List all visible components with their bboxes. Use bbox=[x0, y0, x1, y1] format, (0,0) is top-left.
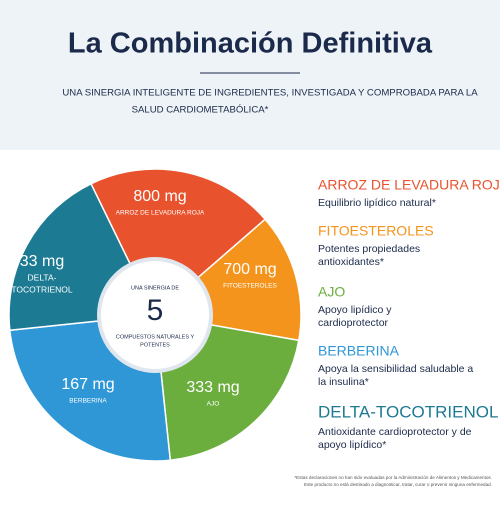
legend: ARROZ DE LEVADURA ROJA Equilibrio lipídic… bbox=[318, 177, 500, 451]
segment-amount: 333 mg bbox=[186, 379, 239, 396]
segment-name: FITOESTEROLES bbox=[223, 283, 277, 290]
segment-name: DELTA- bbox=[28, 272, 57, 282]
segment-amount: 800 mg bbox=[133, 188, 186, 205]
segment-amount: 33 mg bbox=[20, 253, 64, 270]
segment-amount: 700 mg bbox=[223, 261, 276, 278]
wheel-segment bbox=[89, 168, 267, 317]
segment-name: BERBERINA bbox=[69, 398, 107, 405]
center-top: UNA SINERGIA DE bbox=[131, 285, 179, 291]
footnote: *Estas declaraciones no han sido evaluad… bbox=[294, 475, 492, 480]
footnote: Este producto no está destinado a diagno… bbox=[304, 482, 492, 487]
subtitle: UNA SINERGIA INTELIGENTE DE INGREDIENTES… bbox=[62, 88, 478, 99]
title: La Combinación Definitiva bbox=[68, 28, 433, 60]
legend-description: la insulina* bbox=[318, 376, 369, 388]
legend-title: DELTA-TOCOTRIENOL bbox=[318, 402, 498, 421]
segment-name: AJO bbox=[207, 401, 220, 408]
legend-description: antioxidantes* bbox=[318, 256, 384, 268]
legend-description: Antioxidante cardioprotector y de bbox=[318, 426, 472, 438]
segment-name: TOCOTRIENOL bbox=[11, 284, 73, 294]
legend-description: Equilibrio lipídico natural* bbox=[318, 197, 436, 209]
legend-title: BERBERINA bbox=[318, 343, 400, 359]
subtitle: SALUD CARDIOMETABÓLICA* bbox=[132, 105, 269, 116]
legend-description: apoyo lipídico* bbox=[318, 439, 386, 451]
wheel-center bbox=[97, 257, 213, 373]
legend-title: ARROZ DE LEVADURA ROJA bbox=[318, 177, 500, 193]
header-band bbox=[0, 0, 500, 150]
center-bottom: POTENTES bbox=[140, 342, 170, 348]
legend-description: cardioprotector bbox=[318, 317, 389, 329]
legend-description: Apoyo lipídico y bbox=[318, 304, 392, 316]
segment-name: ARROZ DE LEVADURA ROJA bbox=[116, 210, 205, 217]
center-bottom: COMPUESTOS NATURALES Y bbox=[116, 334, 195, 340]
center-number: 5 bbox=[147, 294, 164, 327]
segment-amount: 167 mg bbox=[61, 376, 114, 393]
legend-description: Potentes propiedades bbox=[318, 243, 420, 255]
legend-title: AJO bbox=[318, 284, 345, 300]
wheel: 800 mg ARROZ DE LEVADURA ROJA 700 mg FITOES… bbox=[8, 168, 302, 462]
legend-title: FITOESTEROLES bbox=[318, 223, 434, 239]
legend-description: Apoya la sensibilidad saludable a bbox=[318, 363, 473, 375]
